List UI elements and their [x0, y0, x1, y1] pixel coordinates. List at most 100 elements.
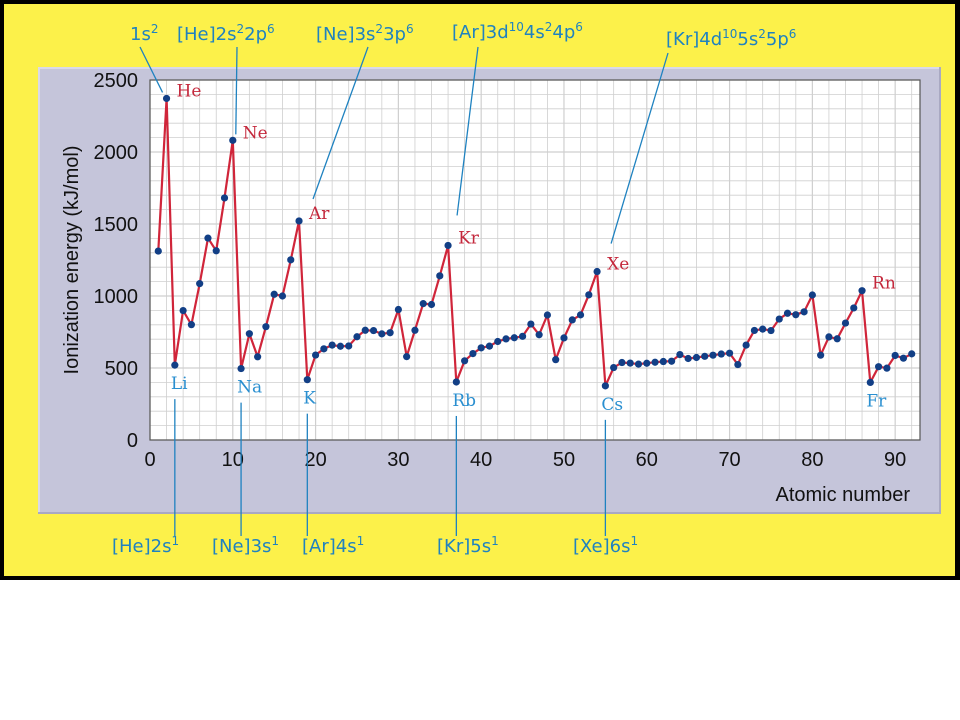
data-point — [626, 359, 634, 367]
data-point — [668, 357, 676, 365]
annotation-part: 5p — [766, 29, 789, 50]
data-point — [775, 315, 783, 323]
annotation-part: 1 — [171, 534, 179, 548]
annotation-part: 6 — [267, 22, 275, 36]
annotation-part: 4s — [524, 22, 545, 43]
data-point — [908, 350, 916, 358]
x-tick-label: 80 — [801, 449, 823, 471]
top-annotation: [He]2s22p6 — [177, 22, 275, 45]
data-point — [303, 376, 311, 384]
data-point — [262, 323, 270, 331]
annotation-part: 1s — [130, 24, 151, 45]
data-point — [717, 350, 725, 358]
x-tick-label: 90 — [884, 449, 906, 471]
data-point — [858, 287, 866, 295]
y-axis-label: Ionization energy (kJ/mol) — [61, 146, 83, 375]
data-point — [287, 256, 295, 264]
element-label-ar: Ar — [308, 204, 330, 224]
annotation-part: [Ne]3s — [212, 536, 271, 557]
annotation-part: 6 — [406, 22, 414, 36]
data-point — [196, 280, 204, 288]
data-point — [204, 234, 212, 242]
element-label-ne: Ne — [243, 123, 268, 143]
data-point — [403, 353, 411, 361]
data-point — [535, 331, 543, 339]
data-point — [560, 334, 568, 342]
data-point — [427, 300, 436, 309]
data-point — [502, 335, 510, 343]
element-label-k: K — [303, 389, 316, 409]
element-label-na: Na — [237, 378, 262, 398]
x-axis-label: Atomic number — [776, 484, 911, 506]
data-point — [899, 354, 908, 362]
data-point — [229, 136, 237, 144]
annotation-part: [He]2s — [177, 24, 236, 45]
data-point — [883, 364, 891, 372]
data-point — [808, 291, 816, 299]
data-point — [386, 329, 394, 337]
annotation-part: 2 — [236, 22, 244, 36]
y-tick-label: 2000 — [94, 142, 139, 164]
data-point — [676, 351, 684, 359]
data-point — [270, 290, 278, 298]
data-point — [585, 291, 593, 299]
annotation-leader — [235, 46, 238, 135]
data-point — [518, 332, 527, 340]
data-point — [651, 358, 659, 366]
y-tick-label: 500 — [105, 358, 138, 380]
annotation-part: 2 — [758, 27, 766, 41]
data-point — [485, 342, 494, 350]
data-point — [494, 337, 502, 346]
data-point — [701, 352, 709, 360]
bottom-annotation: [He]2s1 — [112, 534, 179, 557]
annotation-part: 3p — [383, 24, 406, 45]
data-point — [783, 309, 792, 317]
annotation-part: [Ne]3s — [316, 24, 375, 45]
data-point — [411, 326, 419, 334]
data-point — [311, 351, 320, 359]
data-point — [162, 94, 171, 103]
data-point — [866, 378, 874, 386]
bottom-annotation: [Ar]4s1 — [302, 534, 364, 557]
data-point — [800, 308, 808, 316]
x-tick-label: 40 — [470, 449, 492, 471]
data-point — [345, 342, 353, 350]
annotation-leader — [139, 46, 164, 93]
data-point — [278, 292, 287, 300]
annotation-leader — [456, 46, 479, 216]
data-point — [527, 320, 535, 328]
annotation-part: [Ar]3d — [452, 22, 509, 43]
data-point — [419, 300, 427, 308]
annotation-part: 6 — [789, 27, 797, 41]
data-point — [295, 217, 303, 225]
annotation-part: 2 — [545, 20, 553, 34]
x-tick-label: 30 — [387, 449, 409, 471]
annotation-part: [Ar]4s — [302, 536, 357, 557]
top-annotation: 1s2 — [130, 22, 158, 45]
top-annotation: [Kr]4d105s25p6 — [666, 27, 796, 50]
data-point — [543, 311, 552, 319]
data-point — [759, 325, 767, 333]
x-tick-label: 10 — [222, 449, 244, 471]
data-point — [709, 351, 717, 359]
data-point — [750, 326, 759, 335]
data-point — [875, 363, 883, 371]
data-point — [179, 306, 187, 315]
data-point — [643, 359, 651, 367]
x-tick-label: 60 — [636, 449, 658, 471]
ionization-energy-chart: 0 10 20 30 40 50 60 70 80 90 0 500 1000 1500 2000 2500 A… — [61, 20, 921, 557]
data-point — [792, 311, 800, 319]
data-point — [593, 267, 601, 276]
data-point — [361, 326, 369, 334]
data-point — [477, 344, 485, 352]
data-point — [725, 349, 734, 357]
element-label-kr: Kr — [458, 228, 480, 248]
data-point — [510, 334, 518, 342]
data-point — [634, 360, 643, 368]
data-point — [212, 247, 220, 255]
x-tick-label: 20 — [304, 449, 326, 471]
top-annotation: [Ar]3d104s24p6 — [452, 20, 583, 43]
annotation-part: 1 — [271, 534, 279, 548]
annotation-leader — [610, 52, 669, 244]
data-point — [328, 341, 336, 349]
